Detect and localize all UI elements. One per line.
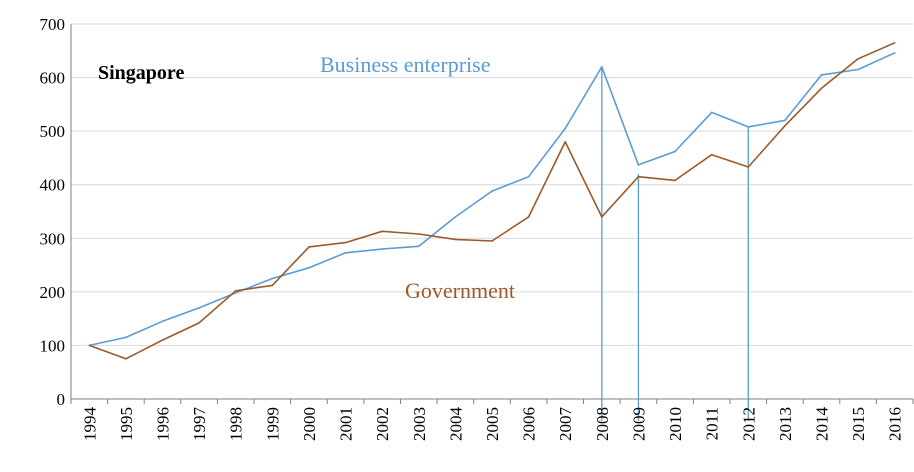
x-tick-label-2008: 2008 xyxy=(593,407,612,441)
event-marker-lines xyxy=(601,66,749,421)
x-tick-label-1995: 1995 xyxy=(117,407,136,441)
x-tick-marks xyxy=(70,399,914,404)
x-tick-label-1997: 1997 xyxy=(190,407,209,442)
data-point-business-enterprise-2016 xyxy=(893,52,896,54)
data-point-government-2009 xyxy=(637,175,640,178)
x-tick-label-2006: 2006 xyxy=(520,407,539,441)
y-tick-label-600: 600 xyxy=(40,69,66,88)
data-point-business-enterprise-2006 xyxy=(527,175,530,178)
data-point-business-enterprise-2009 xyxy=(637,164,640,166)
data-point-business-enterprise-2014 xyxy=(820,74,823,76)
series-line-government xyxy=(89,42,896,360)
x-tick-label-1996: 1996 xyxy=(154,407,173,441)
data-point-government-2000 xyxy=(308,246,310,248)
data-point-government-2010 xyxy=(674,179,676,182)
business-enterprise-label: Business enterprise xyxy=(320,52,490,77)
data-point-business-enterprise-2015 xyxy=(857,68,859,71)
data-point-government-2003 xyxy=(417,233,420,235)
data-point-business-enterprise-2003 xyxy=(417,245,420,248)
data-point-government-2001 xyxy=(344,241,347,244)
data-point-business-enterprise-2002 xyxy=(381,248,383,250)
data-point-business-enterprise-2011 xyxy=(710,111,713,114)
y-tick-label-700: 700 xyxy=(40,15,66,34)
data-point-business-enterprise-2007 xyxy=(564,127,567,130)
x-tick-label-2004: 2004 xyxy=(446,407,465,442)
series-lines xyxy=(88,41,896,360)
data-point-government-2014 xyxy=(820,87,823,90)
x-tick-label-2010: 2010 xyxy=(666,407,685,441)
x-tick-label-2003: 2003 xyxy=(410,407,429,441)
data-point-government-2015 xyxy=(857,58,859,60)
data-point-business-enterprise-2005 xyxy=(491,190,493,192)
data-point-government-2008 xyxy=(601,216,603,218)
y-tick-labels: 0 100 200 300 400 500 600 700 xyxy=(40,15,66,409)
data-point-government-1999 xyxy=(271,284,274,287)
y-tick-label-0: 0 xyxy=(57,390,66,409)
data-point-government-2002 xyxy=(381,230,383,233)
x-tick-label-2005: 2005 xyxy=(483,407,502,441)
data-point-business-enterprise-1995 xyxy=(125,336,127,339)
data-point-business-enterprise-1998 xyxy=(234,292,237,294)
data-point-business-enterprise-2004 xyxy=(454,216,457,218)
data-point-government-1998 xyxy=(234,289,237,292)
data-point-government-1997 xyxy=(198,322,200,324)
gridlines xyxy=(71,23,913,346)
x-tick-label-2009: 2009 xyxy=(629,407,648,441)
x-tick-label-1999: 1999 xyxy=(263,407,282,441)
data-point-business-enterprise-1999 xyxy=(271,277,274,280)
data-point-business-enterprise-2010 xyxy=(674,150,676,153)
x-tick-label-2001: 2001 xyxy=(337,407,356,441)
data-point-government-2013 xyxy=(784,124,786,127)
data-point-government-1996 xyxy=(161,339,164,341)
data-point-business-enterprise-2013 xyxy=(784,119,786,122)
data-point-business-enterprise-2008 xyxy=(601,66,603,68)
data-point-government-2006 xyxy=(527,216,530,218)
data-point-business-enterprise-2001 xyxy=(344,251,347,254)
y-tick-label-400: 400 xyxy=(40,176,66,195)
data-point-government-2011 xyxy=(710,153,713,156)
x-tick-label-2015: 2015 xyxy=(849,407,868,441)
x-tick-label-2013: 2013 xyxy=(776,407,795,441)
chart-title: Singapore xyxy=(98,62,184,84)
x-tick-label-2014: 2014 xyxy=(812,407,831,442)
data-point-business-enterprise-2000 xyxy=(308,266,310,269)
government-label: Government xyxy=(405,278,515,303)
data-point-government-1994 xyxy=(88,344,91,347)
x-tick-label-2016: 2016 xyxy=(886,407,905,441)
x-tick-label-2000: 2000 xyxy=(300,407,319,441)
data-point-business-enterprise-2012 xyxy=(747,126,750,128)
data-point-government-2012 xyxy=(747,166,750,168)
data-point-government-2007 xyxy=(564,141,567,143)
data-point-government-1995 xyxy=(125,358,127,360)
data-point-government-2004 xyxy=(454,238,457,241)
y-tick-label-200: 200 xyxy=(40,283,66,302)
x-tick-label-1998: 1998 xyxy=(227,407,246,441)
y-tick-label-500: 500 xyxy=(40,122,66,141)
y-tick-label-100: 100 xyxy=(40,336,66,355)
x-tick-labels: 1994 1995 1996 1997 1998 1999 2000 2001 2002 2003… xyxy=(80,407,904,442)
data-point-government-2005 xyxy=(491,240,493,242)
x-tick-label-2011: 2011 xyxy=(703,407,722,440)
data-point-government-2016 xyxy=(893,41,896,44)
data-point-business-enterprise-1997 xyxy=(198,307,200,309)
x-tick-label-2007: 2007 xyxy=(556,407,575,442)
x-tick-label-1994: 1994 xyxy=(80,407,99,442)
y-tick-label-300: 300 xyxy=(40,229,66,248)
x-tick-label-2002: 2002 xyxy=(373,407,392,441)
data-point-business-enterprise-1996 xyxy=(161,320,164,323)
x-tick-label-2012: 2012 xyxy=(739,407,758,441)
